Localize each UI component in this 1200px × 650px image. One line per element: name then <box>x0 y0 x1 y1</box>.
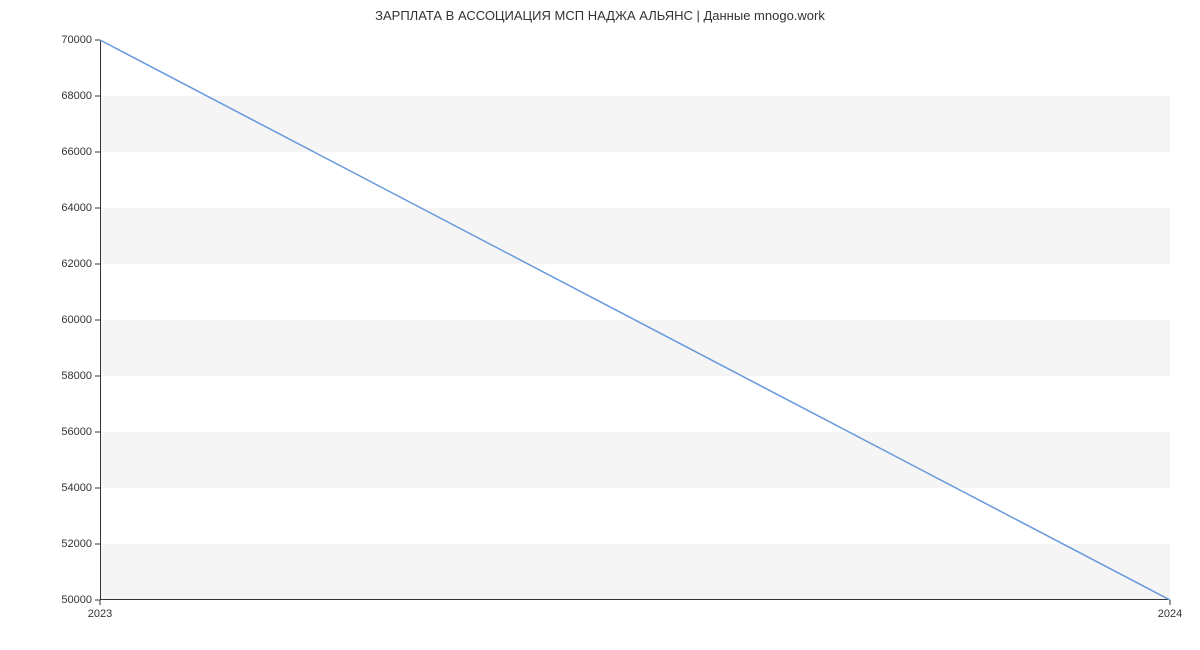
y-tick-label: 64000 <box>61 202 92 214</box>
y-tick-label: 60000 <box>61 314 92 326</box>
chart-title: ЗАРПЛАТА В АССОЦИАЦИЯ МСП НАДЖА АЛЬЯНС |… <box>0 8 1200 23</box>
x-tick-label: 2024 <box>1158 608 1182 620</box>
x-tick-mark <box>1170 600 1171 605</box>
x-tick-mark <box>100 600 101 605</box>
salary-line-chart: ЗАРПЛАТА В АССОЦИАЦИЯ МСП НАДЖА АЛЬЯНС |… <box>0 0 1200 650</box>
y-tick-label: 54000 <box>61 482 92 494</box>
series-line-salary <box>100 40 1170 600</box>
y-tick-label: 58000 <box>61 370 92 382</box>
plot-area: 5000052000540005600058000600006200064000… <box>100 40 1170 600</box>
y-tick-label: 62000 <box>61 258 92 270</box>
y-tick-label: 56000 <box>61 426 92 438</box>
y-tick-label: 50000 <box>61 594 92 606</box>
series-layer <box>100 40 1170 600</box>
x-tick-label: 2023 <box>88 608 112 620</box>
y-tick-label: 68000 <box>61 90 92 102</box>
y-tick-label: 66000 <box>61 146 92 158</box>
y-tick-label: 70000 <box>61 34 92 46</box>
y-tick-label: 52000 <box>61 538 92 550</box>
